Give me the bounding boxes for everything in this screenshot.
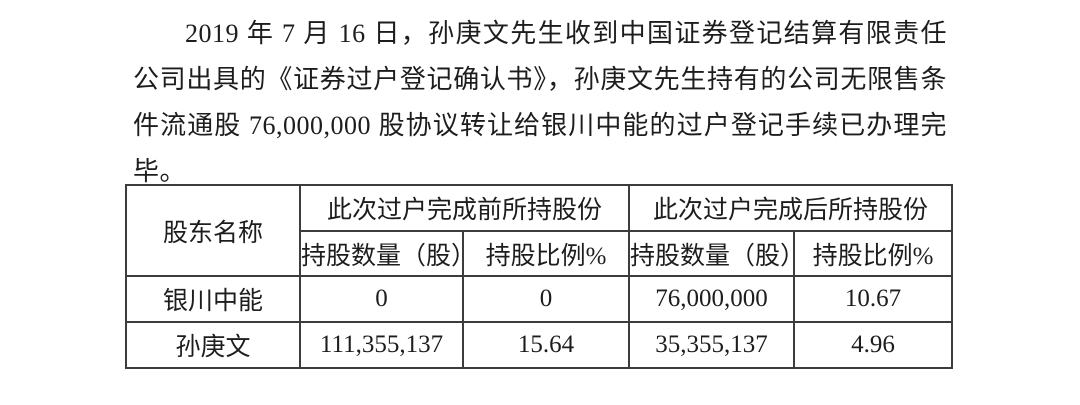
cell-shareholder-name: 孙庚文: [125, 321, 301, 369]
table-row-sun-gengwen: 孙庚文 111,355,137 15.64 35,355,137 4.96: [125, 321, 954, 369]
table-header-row-groups: 股东名称 此次过户完成前所持股份 此次过户完成后所持股份: [125, 184, 954, 277]
header-before-transfer-group: 此次过户完成前所持股份: [298, 184, 631, 232]
header-before-percent: 持股比例%: [461, 230, 631, 277]
header-after-percent: 持股比例%: [793, 230, 954, 277]
cell-before-quantity: 111,355,137: [299, 321, 464, 369]
table-row-yinchuan-zhongneng: 银川中能 0 0 76,000,000 10.67: [125, 275, 954, 323]
announcement-paragraph: 2019 年 7 月 16 日，孙庚文先生收到中国证券登记结算有限责任公司出具的…: [133, 19, 947, 186]
cell-before-quantity: 0: [299, 275, 464, 323]
header-after-transfer-group: 此次过户完成后所持股份: [628, 184, 954, 232]
table-header-row-sub: 持股数量（股） 持股比例% 持股数量（股） 持股比例%: [126, 230, 954, 277]
cell-after-quantity: 76,000,000: [628, 275, 796, 323]
header-before-quantity: 持股数量（股）: [299, 230, 464, 277]
header-after-quantity: 持股数量（股）: [628, 230, 796, 277]
cell-shareholder-name: 银川中能: [125, 275, 301, 323]
cell-after-percent: 10.67: [793, 275, 954, 323]
header-shareholder-name: 股东名称: [125, 184, 301, 277]
shareholding-table: 股东名称 此次过户完成前所持股份 此次过户完成后所持股份 持股数量（股） 持股比…: [125, 184, 954, 369]
cell-before-percent: 15.64: [461, 321, 631, 369]
cell-after-quantity: 35,355,137: [628, 321, 796, 369]
cell-before-percent: 0: [461, 275, 631, 323]
cell-after-percent: 4.96: [793, 321, 954, 369]
